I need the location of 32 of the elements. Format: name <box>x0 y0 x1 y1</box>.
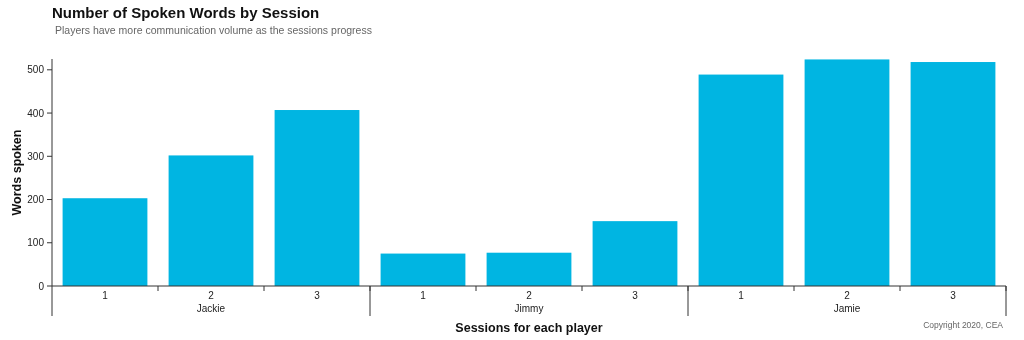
y-tick-label: 100 <box>27 237 45 249</box>
y-tick-label: 500 <box>27 64 45 76</box>
bar <box>168 155 254 286</box>
y-axis-title: Words spoken <box>10 129 24 216</box>
bar <box>698 74 784 286</box>
text: Jimmy <box>514 303 544 314</box>
x-tick-label: 2 <box>208 290 215 301</box>
x-axis-title: Sessions for each player <box>455 321 603 335</box>
bar <box>62 198 148 286</box>
text: Jackie <box>196 303 226 314</box>
bar <box>592 221 678 286</box>
text: Jamie <box>833 303 861 314</box>
x-tick-label: 2 <box>844 290 851 301</box>
x-tick-label: 1 <box>420 290 427 301</box>
y-tick-label: 400 <box>27 107 45 119</box>
y-tick-label: 0 <box>38 280 45 292</box>
x-tick-label: 3 <box>950 290 957 301</box>
y-tick-label: 200 <box>27 194 45 206</box>
x-tick-label: 3 <box>314 290 321 301</box>
y-tick-label: 300 <box>27 150 45 162</box>
bar <box>804 59 890 286</box>
bar <box>274 110 360 286</box>
bar <box>910 62 996 286</box>
bar <box>486 252 572 286</box>
x-tick-label: 3 <box>632 290 639 301</box>
chart-subtitle: Players have more communication volume as the sessions progress <box>55 24 372 36</box>
bar <box>380 253 466 286</box>
x-tick-label: 1 <box>102 290 109 301</box>
text: Copyright 2020, CEA <box>923 320 1004 330</box>
x-tick-label: 2 <box>526 290 533 301</box>
x-tick-label: 1 <box>738 290 745 301</box>
chart-title: Number of Spoken Words by Session <box>52 4 320 21</box>
